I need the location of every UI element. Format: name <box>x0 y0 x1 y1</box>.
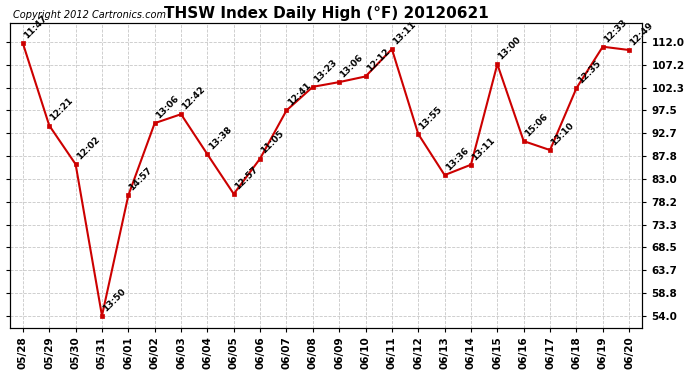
Text: 12:35: 12:35 <box>575 59 602 86</box>
Text: 12:21: 12:21 <box>48 96 75 123</box>
Text: 11:47: 11:47 <box>22 14 49 40</box>
Text: 13:06: 13:06 <box>154 94 180 120</box>
Text: 12:12: 12:12 <box>365 47 391 74</box>
Text: 11:05: 11:05 <box>259 129 286 156</box>
Text: 12:41: 12:41 <box>286 81 313 108</box>
Text: Copyright 2012 Cartronics.com: Copyright 2012 Cartronics.com <box>13 10 166 20</box>
Text: 13:50: 13:50 <box>101 286 128 313</box>
Text: 13:00: 13:00 <box>497 35 523 62</box>
Text: 14:57: 14:57 <box>128 166 155 193</box>
Title: THSW Index Daily High (°F) 20120621: THSW Index Daily High (°F) 20120621 <box>164 6 489 21</box>
Text: 13:55: 13:55 <box>417 105 444 131</box>
Text: 13:06: 13:06 <box>338 53 365 80</box>
Text: 12:57: 12:57 <box>233 165 259 191</box>
Text: 12:33: 12:33 <box>602 17 629 44</box>
Text: 13:10: 13:10 <box>549 121 575 147</box>
Text: 12:49: 12:49 <box>629 21 655 47</box>
Text: 12:02: 12:02 <box>75 135 101 162</box>
Text: 15:06: 15:06 <box>523 112 549 138</box>
Text: 13:23: 13:23 <box>312 57 339 84</box>
Text: 13:11: 13:11 <box>391 20 417 46</box>
Text: 13:36: 13:36 <box>444 146 471 172</box>
Text: 12:42: 12:42 <box>180 85 207 111</box>
Text: 13:38: 13:38 <box>206 125 233 152</box>
Text: 13:11: 13:11 <box>470 135 497 162</box>
